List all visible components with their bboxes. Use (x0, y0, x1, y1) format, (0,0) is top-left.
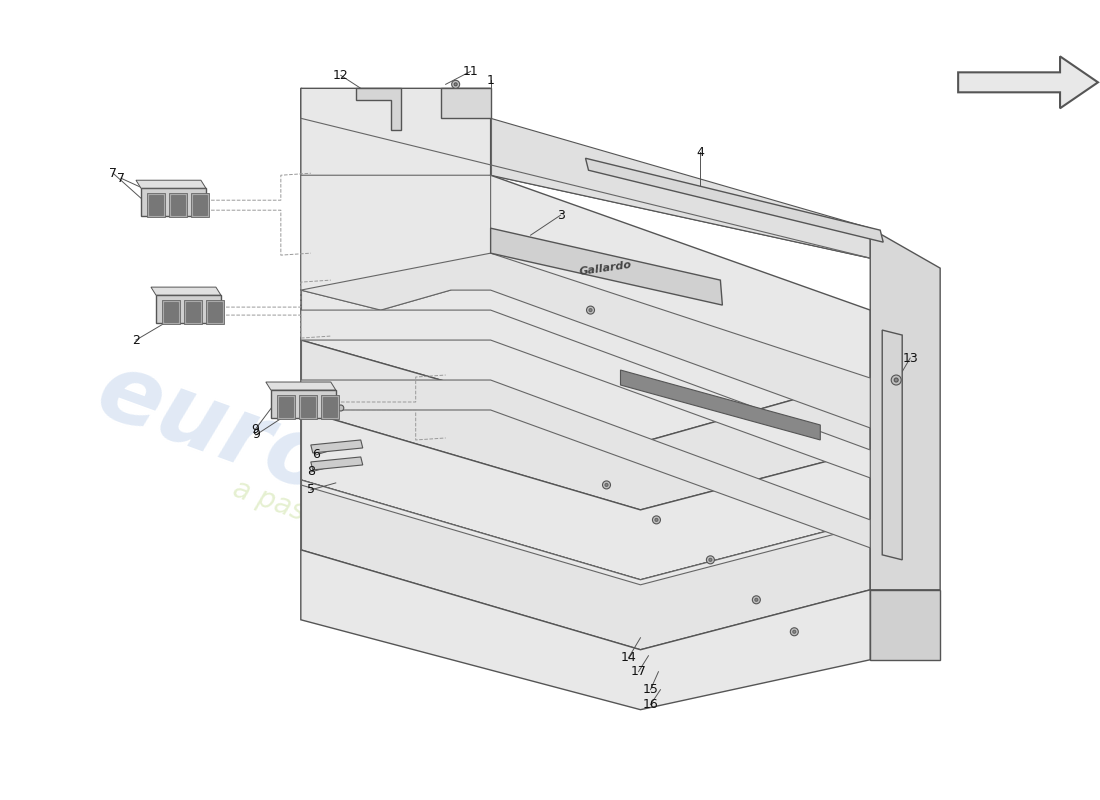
Polygon shape (585, 158, 883, 242)
Circle shape (605, 483, 608, 486)
Polygon shape (300, 253, 870, 428)
Circle shape (454, 83, 458, 86)
Polygon shape (300, 175, 491, 310)
Polygon shape (141, 188, 206, 216)
Polygon shape (300, 480, 870, 650)
Text: 7: 7 (117, 172, 125, 185)
Circle shape (706, 556, 714, 564)
Polygon shape (300, 480, 870, 585)
Polygon shape (355, 88, 400, 130)
Polygon shape (882, 330, 902, 560)
Polygon shape (136, 180, 206, 188)
Polygon shape (147, 194, 165, 217)
Polygon shape (186, 302, 200, 322)
Polygon shape (277, 395, 295, 419)
Polygon shape (184, 300, 202, 324)
Polygon shape (491, 88, 870, 258)
Polygon shape (151, 287, 221, 295)
Polygon shape (300, 340, 870, 510)
Text: 1: 1 (486, 74, 495, 87)
Text: eurospares: eurospares (85, 345, 678, 635)
Polygon shape (300, 380, 870, 548)
Polygon shape (322, 397, 337, 417)
Circle shape (894, 378, 899, 382)
Text: 17: 17 (630, 666, 647, 678)
Polygon shape (441, 88, 491, 118)
Polygon shape (271, 390, 336, 418)
Circle shape (652, 516, 660, 524)
Circle shape (708, 558, 712, 562)
Circle shape (586, 306, 594, 314)
Text: 16: 16 (642, 698, 658, 711)
Text: 9: 9 (252, 429, 260, 442)
Text: 3: 3 (557, 209, 564, 222)
Polygon shape (300, 88, 491, 225)
Text: 5: 5 (307, 483, 315, 497)
Text: 6: 6 (312, 449, 320, 462)
Polygon shape (208, 302, 222, 322)
Polygon shape (321, 395, 339, 419)
Polygon shape (311, 457, 363, 470)
Polygon shape (156, 295, 221, 323)
Text: 4: 4 (696, 146, 704, 158)
Polygon shape (191, 194, 209, 217)
Circle shape (452, 80, 460, 88)
Polygon shape (620, 370, 821, 440)
Polygon shape (192, 195, 207, 215)
Polygon shape (311, 440, 363, 453)
Polygon shape (958, 56, 1098, 108)
Polygon shape (870, 590, 940, 660)
Text: 12: 12 (333, 69, 349, 82)
Text: 9: 9 (251, 423, 258, 437)
Circle shape (752, 596, 760, 604)
Text: 2: 2 (132, 334, 140, 346)
Polygon shape (162, 300, 180, 324)
Text: 7: 7 (109, 166, 117, 180)
Circle shape (654, 518, 658, 522)
Polygon shape (206, 300, 224, 324)
Polygon shape (300, 310, 870, 478)
Circle shape (338, 405, 344, 411)
Text: 14: 14 (620, 651, 637, 664)
Text: Gallardo: Gallardo (579, 259, 632, 277)
Text: 11: 11 (463, 65, 478, 78)
Circle shape (790, 628, 799, 636)
Text: 8: 8 (307, 466, 315, 478)
Polygon shape (299, 395, 317, 419)
Text: 15: 15 (642, 683, 659, 696)
Polygon shape (300, 397, 315, 417)
Polygon shape (278, 397, 293, 417)
Circle shape (603, 481, 611, 489)
Circle shape (588, 309, 592, 311)
Polygon shape (169, 194, 187, 217)
Polygon shape (300, 88, 870, 258)
Polygon shape (870, 228, 940, 590)
Text: a passion for parts since 1985: a passion for parts since 1985 (229, 475, 632, 645)
Polygon shape (170, 195, 185, 215)
Circle shape (755, 598, 758, 602)
Circle shape (793, 630, 795, 634)
Polygon shape (300, 410, 870, 580)
Polygon shape (300, 175, 870, 440)
Text: 13: 13 (902, 351, 918, 365)
Polygon shape (164, 302, 178, 322)
Circle shape (891, 375, 901, 385)
Polygon shape (300, 550, 870, 710)
Polygon shape (148, 195, 163, 215)
Polygon shape (266, 382, 336, 390)
Polygon shape (491, 228, 723, 305)
